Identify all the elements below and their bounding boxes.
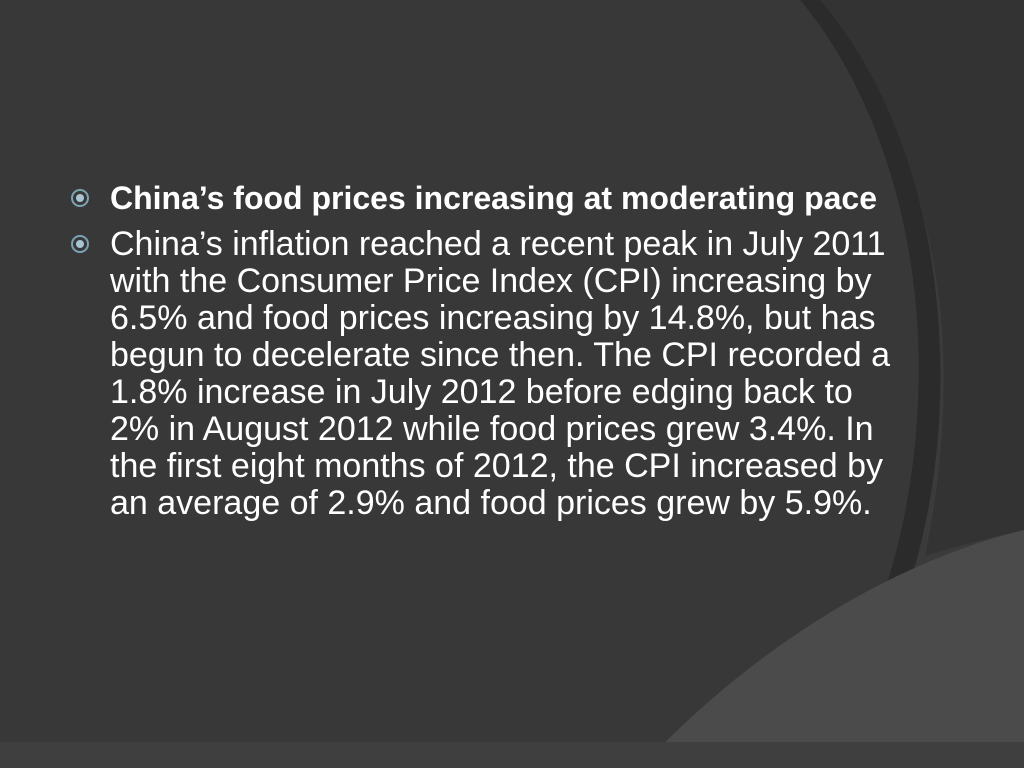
bullet-item-headline: China’s food prices increasing at modera…	[66, 180, 896, 216]
light-curve-shape	[640, 530, 1024, 768]
bullet-text: China’s inflation reached a recent peak …	[110, 225, 890, 522]
slide-content: China’s food prices increasing at modera…	[66, 180, 896, 522]
inner-panel-shape	[0, 0, 919, 768]
right-strip-shape	[820, 0, 1024, 556]
circle-dot-bullet-icon	[71, 189, 89, 207]
circle-dot-bullet-icon	[71, 235, 89, 253]
bottom-band	[0, 742, 1024, 768]
bullet-text: China’s food prices increasing at modera…	[110, 180, 877, 216]
bullet-item-body: China’s inflation reached a recent peak …	[66, 226, 896, 522]
